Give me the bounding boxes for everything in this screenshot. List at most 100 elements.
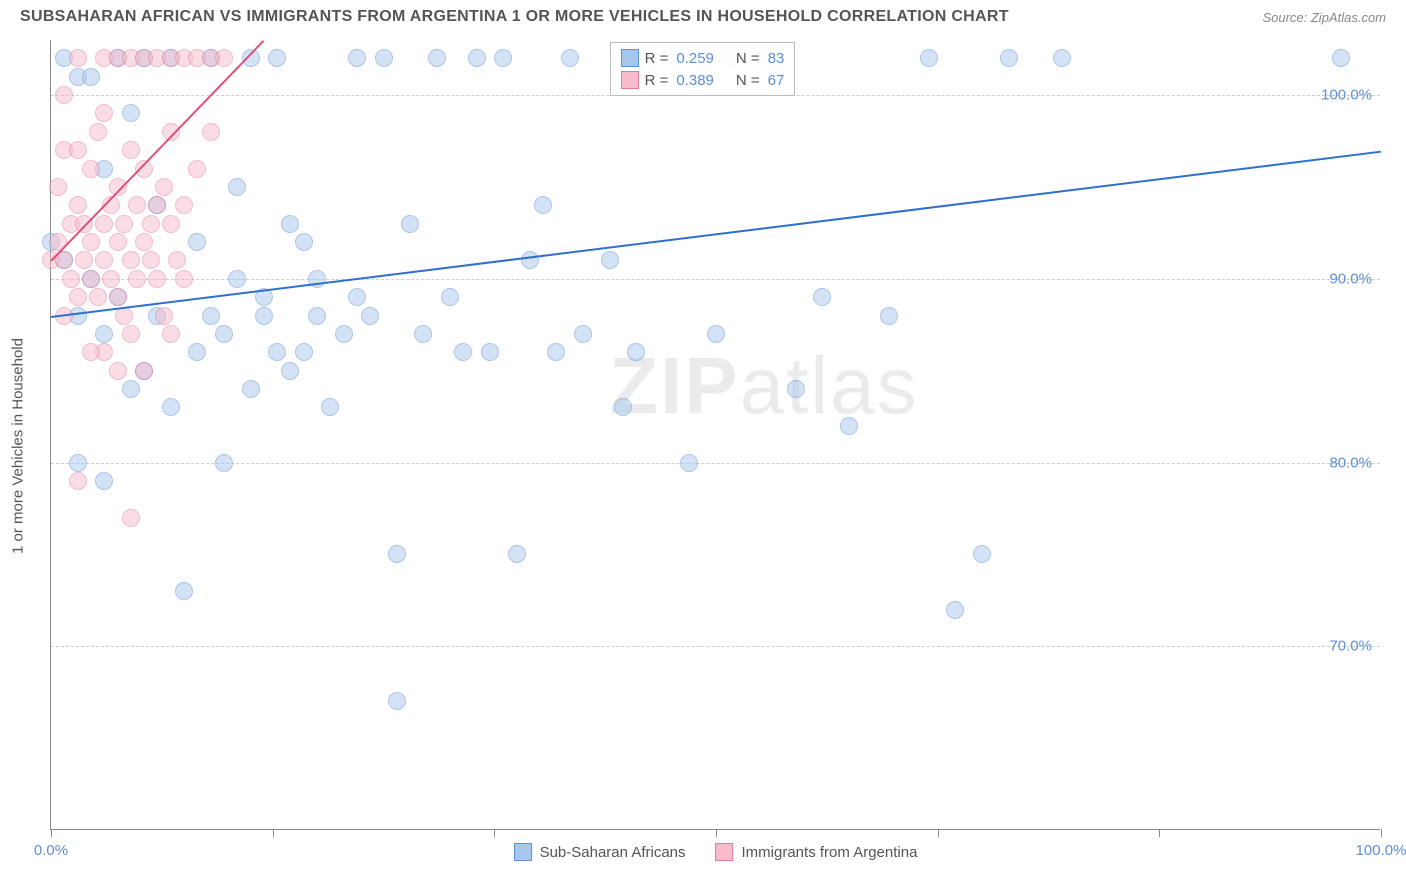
ytick-label: 100.0% [1321, 87, 1372, 104]
legend-swatch [716, 843, 734, 861]
data-point [1000, 49, 1018, 67]
data-point [122, 509, 140, 527]
data-point [494, 49, 512, 67]
legend-item: Sub-Saharan Africans [514, 843, 686, 861]
data-point [321, 398, 339, 416]
data-point [148, 196, 166, 214]
ytick-label: 70.0% [1329, 638, 1372, 655]
data-point [348, 49, 366, 67]
data-point [375, 49, 393, 67]
data-point [707, 325, 725, 343]
data-point [255, 307, 273, 325]
data-point [840, 417, 858, 435]
legend-item: Immigrants from Argentina [716, 843, 918, 861]
data-point [95, 325, 113, 343]
data-point [122, 141, 140, 159]
data-point [109, 288, 127, 306]
legend-label: Sub-Saharan Africans [540, 844, 686, 861]
data-point [787, 380, 805, 398]
data-point [89, 123, 107, 141]
data-point [109, 233, 127, 251]
data-point [142, 251, 160, 269]
data-point [188, 160, 206, 178]
data-point [69, 141, 87, 159]
data-point [601, 251, 619, 269]
data-point [361, 307, 379, 325]
data-point [441, 288, 459, 306]
data-point [202, 123, 220, 141]
data-point [95, 472, 113, 490]
data-point [109, 362, 127, 380]
data-point [295, 343, 313, 361]
gridline [51, 463, 1380, 464]
data-point [175, 196, 193, 214]
data-point [627, 343, 645, 361]
data-point [135, 233, 153, 251]
r-value: 0.389 [676, 72, 714, 89]
data-point [188, 233, 206, 251]
data-point [89, 288, 107, 306]
chart-title: SUBSAHARAN AFRICAN VS IMMIGRANTS FROM AR… [20, 8, 1009, 26]
data-point [102, 270, 120, 288]
legend-swatch [621, 71, 639, 89]
data-point [82, 270, 100, 288]
ytick-label: 90.0% [1329, 270, 1372, 287]
data-point [680, 454, 698, 472]
data-point [155, 178, 173, 196]
data-point [95, 215, 113, 233]
data-point [82, 160, 100, 178]
data-point [62, 270, 80, 288]
data-point [946, 601, 964, 619]
xtick [273, 829, 274, 837]
data-point [454, 343, 472, 361]
data-point [128, 270, 146, 288]
data-point [122, 104, 140, 122]
data-point [295, 233, 313, 251]
n-value: 83 [768, 50, 785, 67]
xtick-label: 100.0% [1356, 842, 1406, 859]
data-point [468, 49, 486, 67]
data-point [228, 270, 246, 288]
data-point [521, 251, 539, 269]
series-legend: Sub-Saharan Africans Immigrants from Arge… [514, 843, 918, 861]
data-point [135, 362, 153, 380]
data-point [348, 288, 366, 306]
data-point [268, 49, 286, 67]
data-point [82, 343, 100, 361]
data-point [508, 545, 526, 563]
data-point [148, 270, 166, 288]
r-value: 0.259 [676, 50, 714, 67]
data-point [122, 251, 140, 269]
legend-swatch [621, 49, 639, 67]
n-value: 67 [768, 72, 785, 89]
correlation-legend: R = 0.259 N = 83R = 0.389 N = 67 [610, 42, 796, 96]
legend-row: R = 0.259 N = 83 [621, 47, 785, 69]
data-point [69, 196, 87, 214]
data-point [162, 398, 180, 416]
data-point [95, 251, 113, 269]
data-point [69, 472, 87, 490]
data-point [69, 49, 87, 67]
gridline [51, 279, 1380, 280]
data-point [534, 196, 552, 214]
data-point [414, 325, 432, 343]
n-label: N = [736, 72, 760, 89]
data-point [1053, 49, 1071, 67]
gridline [51, 646, 1380, 647]
data-point [335, 325, 353, 343]
data-point [168, 251, 186, 269]
data-point [614, 398, 632, 416]
r-label: R = [645, 50, 669, 67]
n-label: N = [736, 50, 760, 67]
data-point [162, 325, 180, 343]
data-point [242, 380, 260, 398]
source-label: Source: ZipAtlas.com [1262, 10, 1386, 25]
data-point [82, 233, 100, 251]
data-point [95, 104, 113, 122]
legend-swatch [514, 843, 532, 861]
data-point [281, 362, 299, 380]
data-point [228, 178, 246, 196]
xtick [1381, 829, 1382, 837]
data-point [215, 325, 233, 343]
data-point [49, 178, 67, 196]
